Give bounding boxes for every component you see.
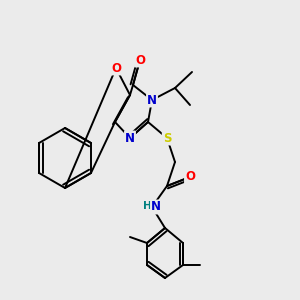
Text: N: N <box>147 94 157 106</box>
Text: O: O <box>185 170 195 184</box>
Text: O: O <box>135 53 145 67</box>
Text: S: S <box>163 131 171 145</box>
Text: O: O <box>111 61 121 74</box>
Text: N: N <box>125 131 135 145</box>
Text: H: H <box>142 201 152 211</box>
Text: N: N <box>151 200 161 214</box>
